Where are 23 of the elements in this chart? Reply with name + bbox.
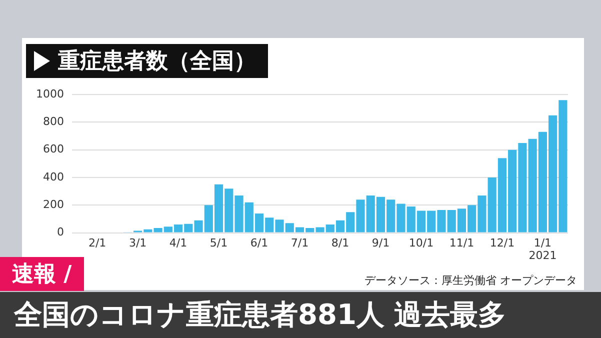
- x-tick-label: 11/1: [449, 236, 474, 250]
- x-tick-label: 7/1: [290, 236, 309, 250]
- text: データソース：厚生労働省 オープンデータ: [364, 273, 577, 288]
- y-tick-label: 800: [42, 115, 64, 128]
- y-tick-label: 400: [42, 170, 64, 184]
- y-tick-label: 1000: [36, 87, 64, 100]
- x-tick-label: 6/1: [250, 236, 268, 250]
- x-tick-label: 4/1: [169, 236, 188, 250]
- x-tick-label: 5/1: [210, 236, 228, 250]
- y-tick-label: 0: [56, 226, 64, 239]
- x-tick-label: 12/1: [490, 236, 515, 250]
- x-tick-label: 8/1: [331, 236, 350, 250]
- chart-title: 重症患者数（全国）: [58, 48, 256, 76]
- x-tick-label: 2/1: [88, 236, 106, 250]
- x-tick-label: 9/1: [372, 236, 390, 250]
- y-tick-label: 200: [42, 198, 64, 212]
- y-tick-label: 600: [42, 142, 64, 156]
- text: 速報 /: [0, 257, 84, 291]
- x-tick-label: 10/1: [408, 236, 434, 250]
- text: 全国のコロナ重症患者881人 過去最多: [0, 292, 601, 338]
- text: 2021: [528, 249, 557, 262]
- x-tick-label: 3/1: [128, 236, 147, 250]
- x-tick-label: 1/1: [534, 236, 552, 250]
